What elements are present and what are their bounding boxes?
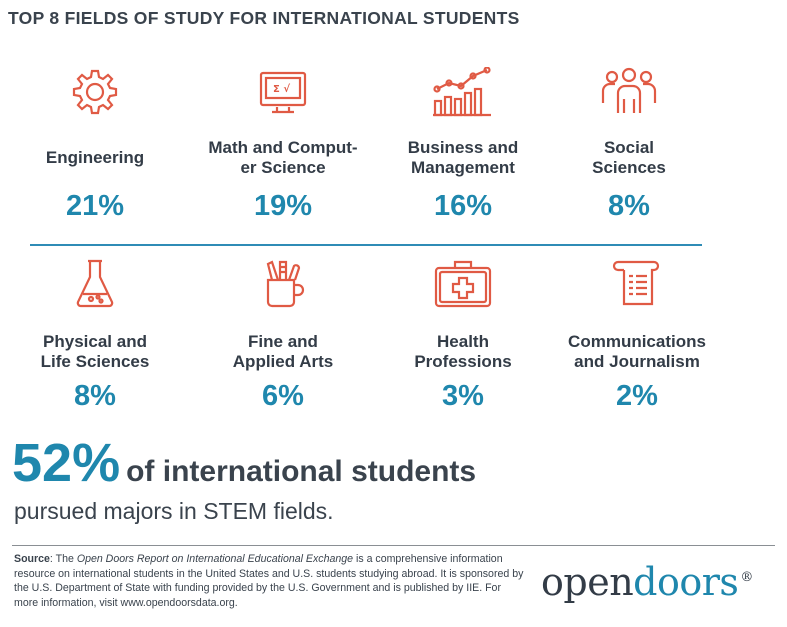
stem-headline: 52% of international students <box>12 432 476 494</box>
field-cell: Engineering 21% <box>5 62 185 232</box>
field-percent: 8% <box>608 190 650 222</box>
page-title: TOP 8 FIELDS OF STUDY FOR INTERNATIONAL … <box>8 8 520 28</box>
field-percent: 6% <box>262 380 304 412</box>
stem-headline-text: of international students <box>126 455 477 488</box>
stem-subline: pursued majors in STEM fields. <box>14 498 334 524</box>
field-cell: Health Professions 3% <box>373 258 553 428</box>
field-cell: Physical and Life Sciences 8% <box>5 258 185 428</box>
pencil-cup-icon <box>193 258 373 308</box>
source-report-title: Open Doors Report on International Educa… <box>76 553 354 565</box>
field-cell: Σ √ Math and Comput- er Science 19% <box>193 62 373 232</box>
field-percent: 2% <box>616 380 658 412</box>
footer-divider <box>12 545 775 546</box>
svg-text:Σ √: Σ √ <box>273 83 290 95</box>
field-cell: Communications and Journalism 2% <box>547 258 727 428</box>
field-percent: 19% <box>253 190 313 222</box>
computer-math-icon: Σ √ <box>193 67 373 117</box>
gear-icon <box>5 67 185 117</box>
field-cell: Business and Management 16% <box>373 62 553 232</box>
medical-kit-icon <box>373 258 553 308</box>
field-percent: 8% <box>74 380 116 412</box>
field-label: Business and Management <box>407 138 519 177</box>
registered-mark: ® <box>740 570 753 586</box>
field-cell: Fine and Applied Arts 6% <box>193 258 373 428</box>
field-label: Engineering <box>45 148 145 167</box>
field-percent: 21% <box>65 190 125 222</box>
field-label: Fine and Applied Arts <box>232 332 334 371</box>
source-note: Source: The Open Doors Report on Interna… <box>14 552 524 610</box>
field-cell: Social Sciences 8% <box>539 62 719 232</box>
field-label: Social Sciences <box>592 138 666 177</box>
field-percent: 16% <box>433 190 493 222</box>
opendoors-logo: opendoors ® <box>541 560 753 604</box>
logo-part-doors: doors <box>633 560 739 604</box>
field-percent: 3% <box>442 380 484 412</box>
field-label: Math and Comput- er Science <box>208 138 358 177</box>
source-pre: : The <box>49 553 77 565</box>
source-body: is a comprehensive information resource … <box>14 553 524 609</box>
field-label: Physical and Life Sciences <box>40 332 150 371</box>
source-label: Source <box>14 553 50 565</box>
logo-part-open: open <box>541 560 634 604</box>
people-group-icon <box>539 67 719 117</box>
section-divider <box>30 244 702 246</box>
field-label: Health Professions <box>414 332 512 371</box>
scroll-document-icon <box>547 258 727 308</box>
stem-percent: 52% <box>12 433 121 493</box>
flask-icon <box>5 258 185 308</box>
bar-line-chart-icon <box>373 67 553 117</box>
field-label: Communications and Journalism <box>568 332 706 371</box>
